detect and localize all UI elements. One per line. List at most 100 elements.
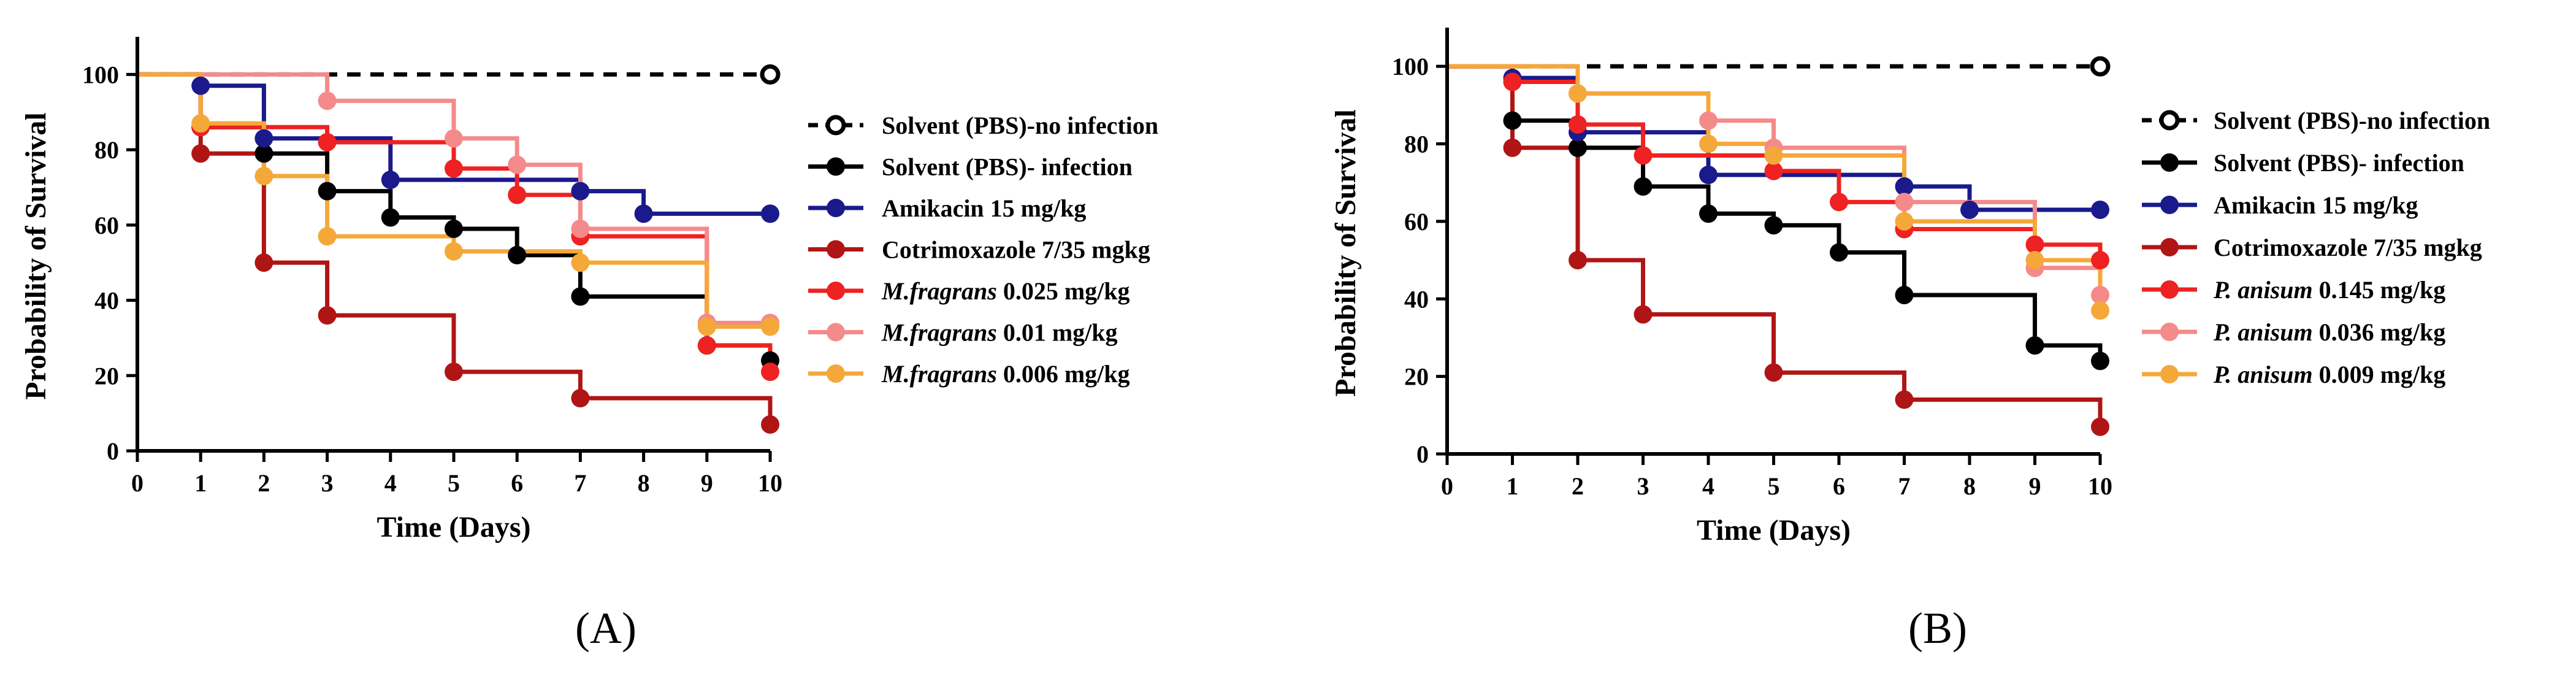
series-6-point-2: [1764, 146, 1783, 165]
series-0-point-0: [760, 64, 781, 85]
y-tick-label-0: 0: [107, 437, 119, 465]
legend-marker-3: [827, 240, 845, 259]
legend-marker-4: [2160, 280, 2179, 299]
series-1-point-3: [1699, 204, 1718, 223]
x-tick-label-1: 1: [1507, 472, 1519, 500]
series-2-point-4: [1960, 200, 1979, 219]
series-3-point-3: [445, 363, 463, 382]
x-tick-label-2: 2: [1572, 472, 1584, 500]
x-axis-title: Time (Days): [376, 511, 530, 543]
legend-label-4: M.fragrans 0.025 mg/kg: [881, 277, 1130, 305]
y-axis-title: Probability of Survival: [1329, 109, 1362, 397]
series-2-point-5: [2091, 200, 2109, 219]
series-2-point-3: [1895, 177, 1914, 196]
series-1-point-0: [1503, 111, 1522, 130]
x-axis-title: Time (Days): [1697, 514, 1851, 547]
y-tick-label-2: 40: [1404, 285, 1429, 313]
legend-label-1: Solvent (PBS)- infection: [2214, 149, 2464, 177]
legend-marker-5: [827, 323, 845, 342]
x-tick-label-3: 3: [1637, 472, 1649, 500]
legend-marker-1: [2160, 153, 2179, 172]
legend-marker-1: [827, 157, 845, 176]
x-tick-label-5: 5: [448, 469, 460, 497]
legend-label-1: Solvent (PBS)- infection: [882, 153, 1133, 181]
series-1-point-4: [445, 219, 463, 238]
legend-marker-6: [2160, 365, 2179, 383]
x-tick-label-1: 1: [194, 469, 207, 497]
series-1-point-5: [508, 245, 527, 264]
series-4-point-3: [508, 185, 527, 204]
series-2-point-3: [571, 182, 590, 201]
series-6-point-5: [2091, 301, 2109, 320]
y-tick-label-4: 80: [1404, 131, 1429, 158]
series-3-point-5: [761, 415, 779, 434]
series-6-point-5: [697, 317, 716, 336]
series-0-point-0: [2090, 56, 2111, 77]
series-6-point-3: [1895, 212, 1914, 231]
x-tick-label-10: 10: [758, 469, 782, 497]
series-3-point-2: [1634, 305, 1653, 324]
series-1-point-6: [1895, 285, 1914, 304]
series-6-point-6: [761, 317, 779, 336]
series-2-point-4: [634, 204, 653, 223]
series-6-point-0: [1569, 84, 1587, 103]
x-tick-label-9: 9: [2029, 472, 2041, 500]
series-4-point-5: [697, 336, 716, 355]
panel-b: 0 20 40 60 80 100 0 1 2 3 4 5 6 7 8 9 10 Time (Days) Proba…: [1329, 28, 2490, 653]
series-3-point-1: [1569, 251, 1587, 270]
x-tick-label-6: 6: [511, 469, 523, 497]
x-tick-label-9: 9: [701, 469, 713, 497]
x-tick-label-4: 4: [384, 469, 397, 497]
x-tick-label-8: 8: [638, 469, 650, 497]
y-tick-label-4: 80: [94, 136, 119, 164]
legend-label-6: P. anisum 0.009 mg/kg: [2213, 361, 2445, 388]
legend-marker-3: [2160, 238, 2179, 256]
series-6-point-1: [1699, 134, 1718, 153]
y-tick-label-5: 100: [82, 61, 119, 88]
legend-label-0: Solvent (PBS)-no infection: [2214, 107, 2490, 134]
series-2-point-0: [191, 76, 210, 95]
series-5-point-5: [2091, 285, 2109, 304]
panel-label: (A): [575, 604, 636, 653]
panel-a: 0 20 40 60 80 100 0 1 2 3 4 5 6 7 8 9 10 Time (Days) Proba…: [20, 37, 1158, 653]
x-tick-label-3: 3: [321, 469, 334, 497]
x-tick-label-5: 5: [1768, 472, 1780, 500]
series-4-point-7: [2091, 251, 2109, 270]
series-4-point-6: [2025, 235, 2044, 254]
series-6-point-3: [445, 242, 463, 261]
series-1-point-2: [1634, 177, 1653, 196]
legend-marker-5: [2160, 323, 2179, 341]
series-1-point-2: [318, 182, 337, 201]
x-tick-label-0: 0: [131, 469, 143, 497]
legend-marker-2: [827, 199, 845, 217]
series-6-point-0: [191, 114, 210, 133]
series-line-5: [1447, 64, 2103, 295]
y-axis-title: Probability of Survival: [20, 112, 52, 400]
legend-label-2: Amikacin 15 mg/kg: [882, 194, 1086, 222]
series-1-point-7: [2025, 336, 2044, 355]
series-4-point-6: [761, 363, 779, 382]
y-tick-label-0: 0: [1416, 440, 1429, 468]
series-line-6: [1447, 64, 2103, 311]
y-tick-label-1: 20: [94, 362, 119, 390]
y-tick-label-3: 60: [1404, 208, 1429, 236]
series-5-point-2: [508, 155, 527, 174]
series-6-point-4: [2025, 251, 2044, 270]
series-1-point-3: [381, 208, 400, 227]
x-tick-label-0: 0: [1441, 472, 1453, 500]
series-2-point-2: [381, 171, 400, 190]
series-3-point-3: [1764, 363, 1783, 382]
legend-label-5: P. anisum 0.036 mg/kg: [2213, 318, 2445, 346]
legend-label-0: Solvent (PBS)-no infection: [882, 112, 1158, 139]
x-tick-label-6: 6: [1833, 472, 1845, 500]
series-3-point-1: [254, 253, 273, 272]
x-tick-label-4: 4: [1702, 472, 1714, 500]
series-3-point-0: [191, 144, 210, 163]
legend-marker-0: [2159, 110, 2180, 131]
y-tick-label-5: 100: [1392, 53, 1429, 80]
series-1-point-1: [254, 144, 273, 163]
legend-marker-0: [825, 115, 846, 136]
x-tick-label-7: 7: [1898, 472, 1911, 500]
series-5-point-0: [318, 91, 337, 110]
series-4-point-0: [1503, 72, 1522, 91]
